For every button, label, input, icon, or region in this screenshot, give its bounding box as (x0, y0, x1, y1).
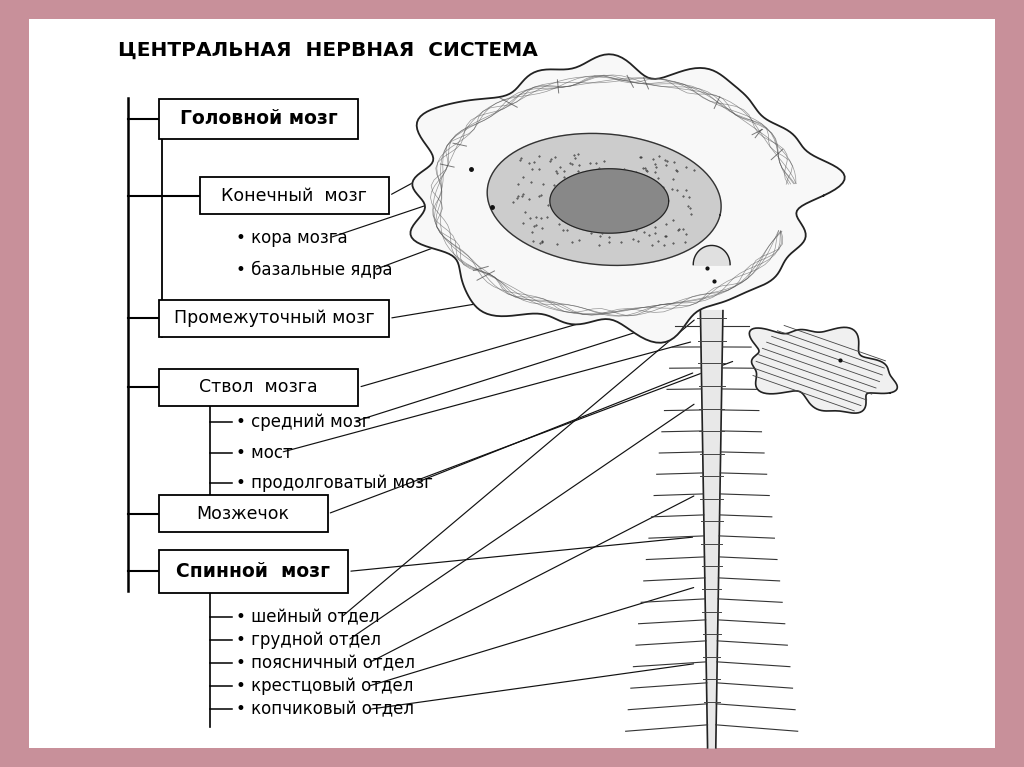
Text: Мозжечок: Мозжечок (197, 505, 290, 523)
Polygon shape (700, 311, 723, 748)
FancyBboxPatch shape (159, 369, 358, 406)
Text: • кора мозга: • кора мозга (236, 229, 347, 247)
Text: Ствол  мозга: Ствол мозга (200, 378, 317, 397)
Text: • средний мозг: • средний мозг (236, 413, 370, 431)
Text: • базальные ядра: • базальные ядра (236, 261, 392, 279)
Text: • копчиковый отдел: • копчиковый отдел (236, 700, 414, 719)
FancyBboxPatch shape (159, 495, 328, 532)
FancyBboxPatch shape (159, 551, 348, 592)
Polygon shape (487, 133, 721, 265)
Polygon shape (550, 169, 669, 233)
Text: Промежуточный мозг: Промежуточный мозг (174, 309, 374, 328)
Text: Конечный  мозг: Конечный мозг (221, 186, 368, 205)
Text: • продолговатый мозг: • продолговатый мозг (236, 474, 432, 492)
Polygon shape (411, 54, 845, 343)
Text: Спинной  мозг: Спинной мозг (176, 562, 331, 581)
Text: • грудной отдел: • грудной отдел (236, 631, 381, 650)
FancyBboxPatch shape (159, 99, 358, 139)
Text: ЦЕНТРАЛЬНАЯ  НЕРВНАЯ  СИСТЕМА: ЦЕНТРАЛЬНАЯ НЕРВНАЯ СИСТЕМА (118, 41, 538, 59)
Text: Головной мозг: Головной мозг (179, 110, 338, 128)
Text: • шейный отдел: • шейный отдел (236, 608, 379, 627)
Text: • крестцовый отдел: • крестцовый отдел (236, 677, 413, 696)
Text: • мост: • мост (236, 443, 292, 462)
FancyBboxPatch shape (159, 300, 389, 337)
Polygon shape (750, 328, 897, 413)
Polygon shape (693, 245, 730, 265)
Text: • поясничный отдел: • поясничный отдел (236, 654, 415, 673)
FancyBboxPatch shape (200, 177, 389, 214)
